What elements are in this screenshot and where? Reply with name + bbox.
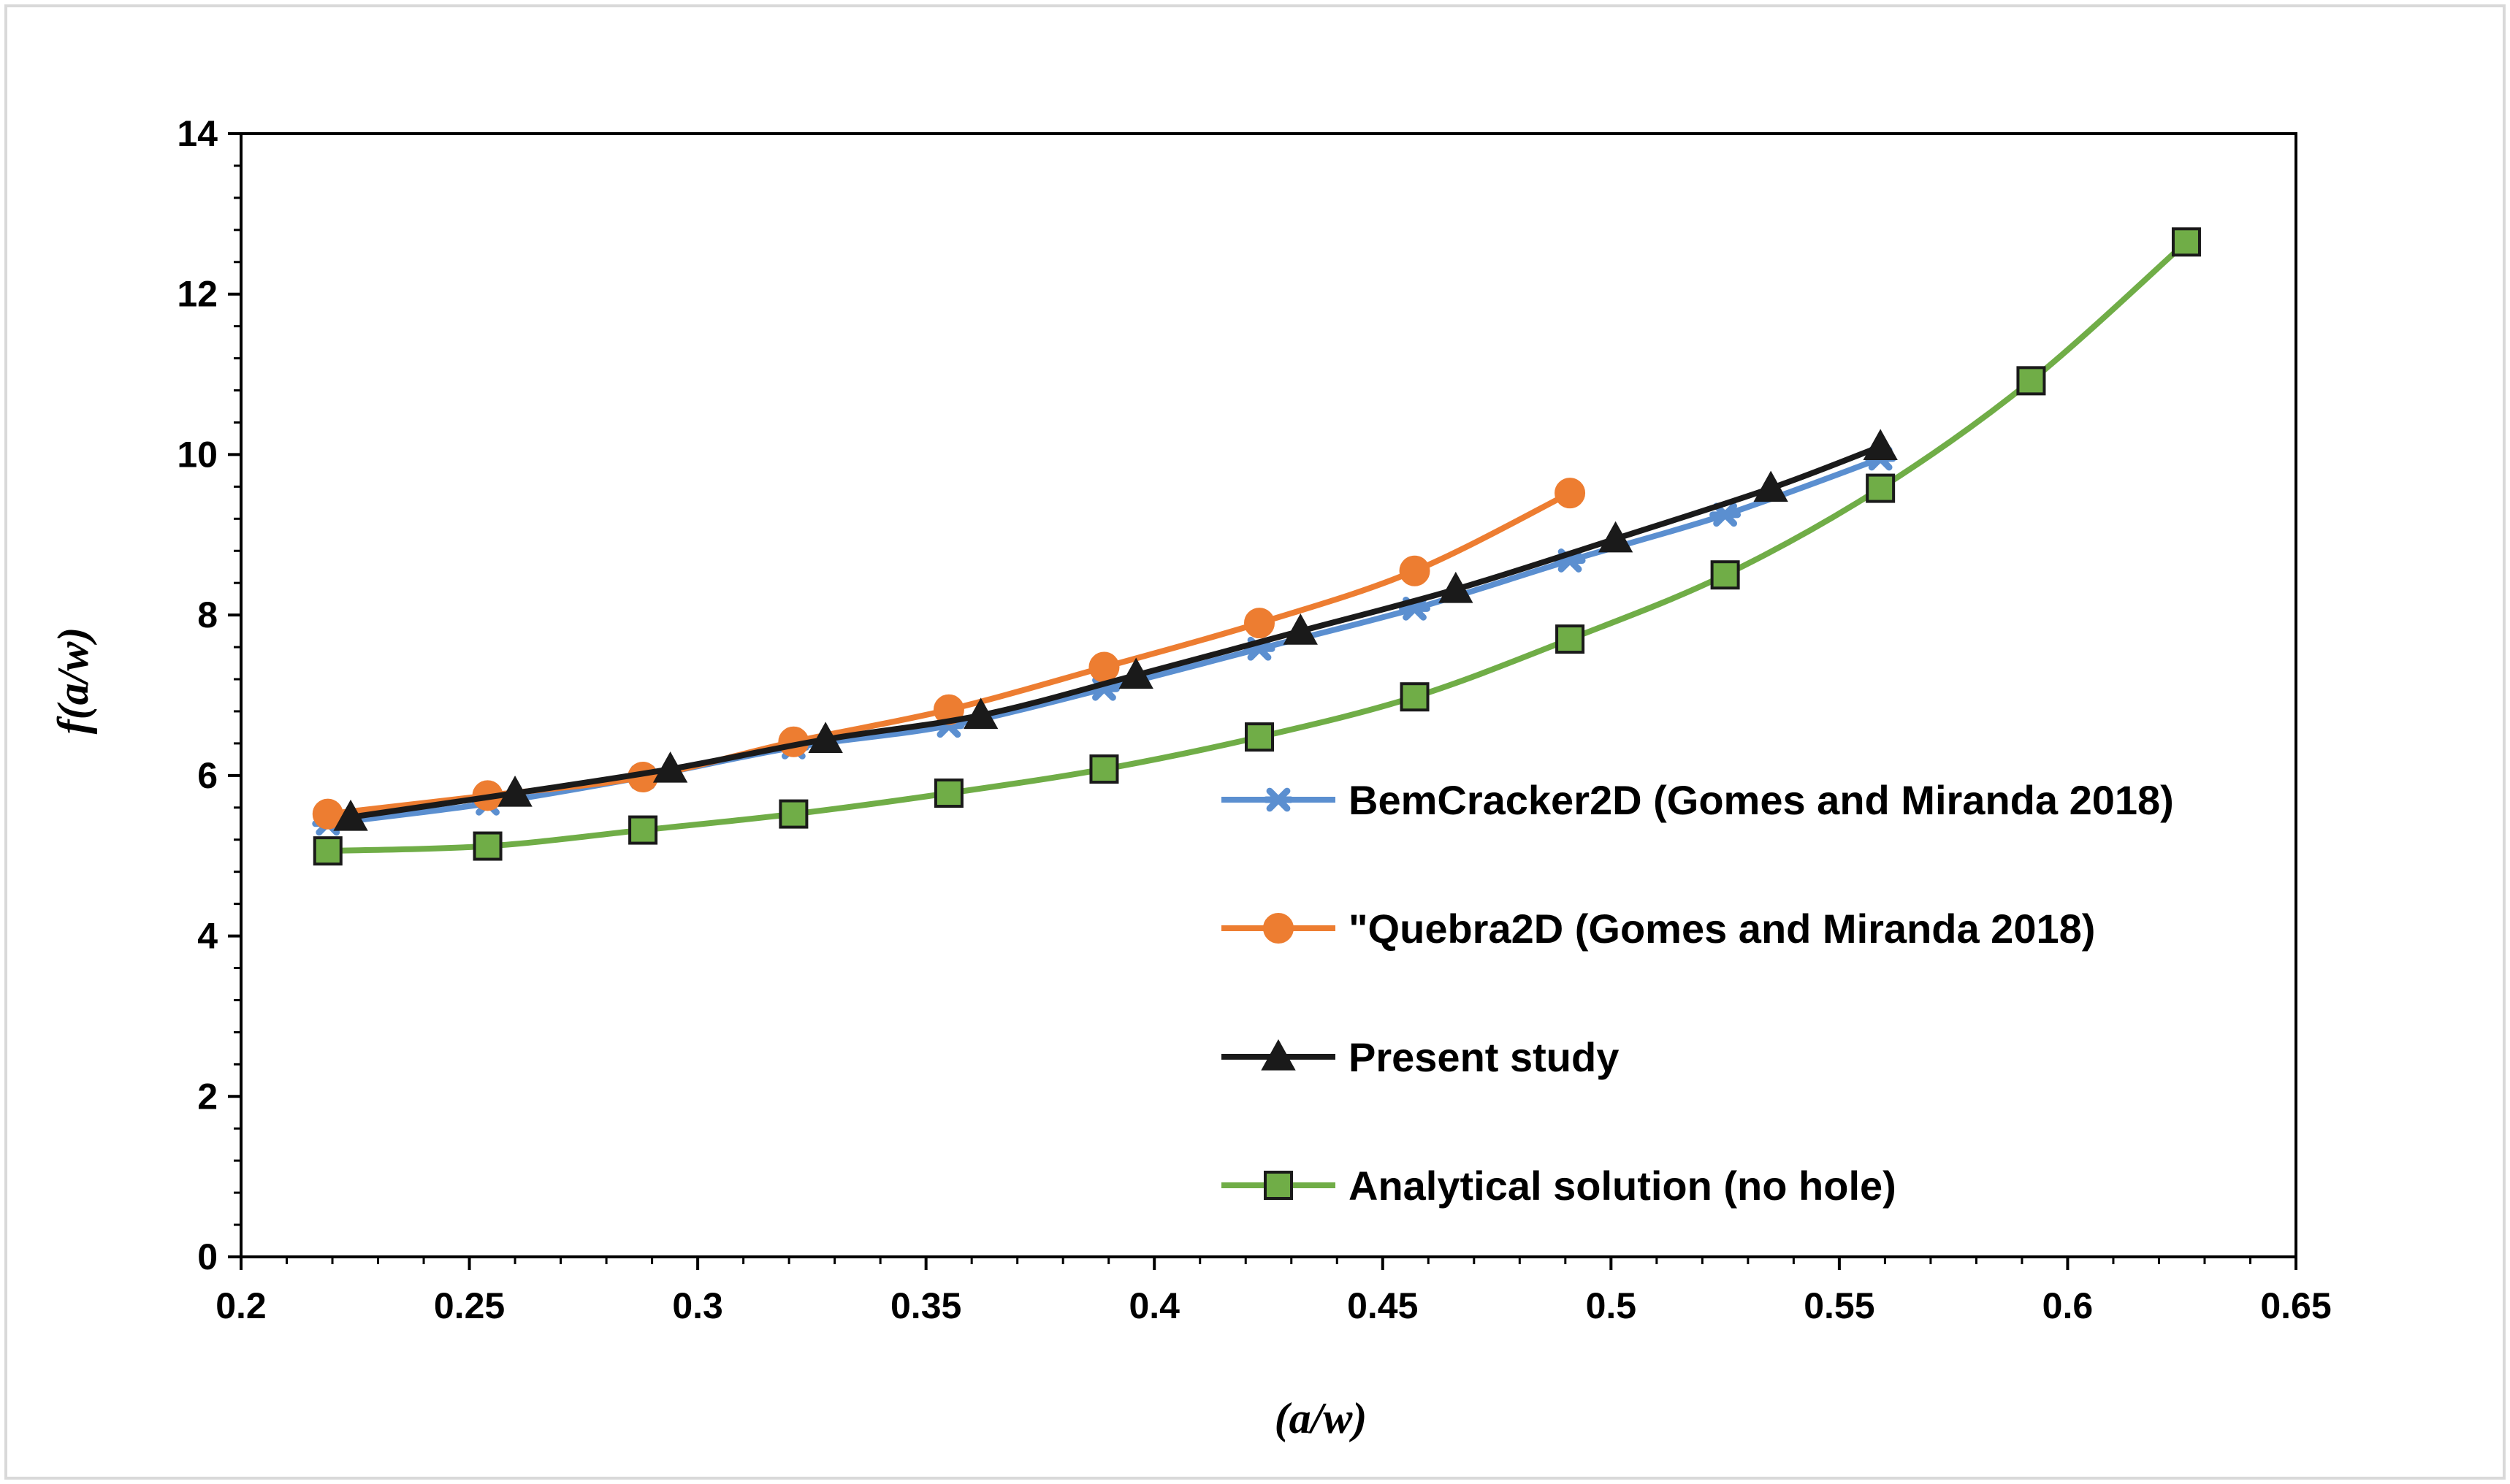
x-tick-label: 0.35	[890, 1285, 961, 1326]
series-2	[333, 429, 1898, 831]
legend: BemCracker2D (Gomes and Miranda 2018) "Qu…	[1221, 777, 2174, 1209]
x-tick-label: 0.25	[434, 1285, 505, 1326]
legend-label: BemCracker2D (Gomes and Miranda 2018)	[1349, 777, 2174, 823]
legend-entry-0: BemCracker2D (Gomes and Miranda 2018)	[1221, 777, 2174, 823]
data-point	[779, 799, 809, 829]
data-point	[1555, 624, 1585, 654]
data-point	[473, 831, 503, 861]
x-tick-label: 0.2	[215, 1285, 267, 1326]
data-point	[1438, 571, 1473, 603]
data-point	[1243, 608, 1275, 639]
data-point	[1088, 651, 1120, 683]
x-tick-label: 0.5	[1586, 1285, 1637, 1326]
data-point	[1598, 521, 1633, 553]
data-point	[333, 799, 368, 831]
y-tick-label: 0	[197, 1236, 218, 1277]
legend-label: "Quebra2D (Gomes and Miranda 2018)	[1349, 906, 2095, 952]
x-tick-label: 0.65	[2260, 1285, 2331, 1326]
data-point	[652, 751, 688, 783]
y-tick-label: 12	[177, 274, 218, 315]
legend-marker	[1262, 787, 1294, 812]
data-point	[1399, 555, 1430, 586]
data-point	[1244, 722, 1274, 752]
data-point	[1710, 560, 1740, 590]
data-point	[1863, 429, 1898, 461]
data-point	[1555, 478, 1586, 509]
x-tick-label: 0.6	[2042, 1285, 2094, 1326]
data-point	[1118, 657, 1153, 689]
x-axis-title: (a/w)	[1275, 1394, 1367, 1442]
data-point	[808, 722, 843, 754]
data-point	[628, 815, 658, 845]
x-tick-label: 0.45	[1347, 1285, 1418, 1326]
data-point	[1400, 682, 1430, 712]
series-3	[313, 227, 2201, 866]
data-point	[313, 836, 343, 866]
x-tick-label: 0.3	[672, 1285, 723, 1326]
legend-label: Analytical solution (no hole)	[1349, 1163, 1896, 1209]
legend-marker	[1264, 1171, 1293, 1200]
data-point	[2016, 366, 2046, 396]
x-tick-label: 0.55	[1804, 1285, 1874, 1326]
data-point	[1283, 613, 1318, 645]
data-point	[1866, 473, 1896, 503]
legend-entry-2: Present study	[1221, 1034, 1619, 1080]
y-tick-label: 14	[177, 113, 218, 154]
series-layer	[312, 227, 2201, 866]
legend-entry-1: "Quebra2D (Gomes and Miranda 2018)	[1221, 906, 2095, 952]
x-tick-label: 0.4	[1129, 1285, 1180, 1326]
y-tick-label: 4	[197, 916, 218, 957]
y-tick-label: 6	[197, 755, 218, 796]
legend-marker	[1261, 1039, 1296, 1071]
y-tick-label: 8	[197, 594, 218, 635]
y-tick-label: 10	[177, 434, 218, 475]
legend-label: Present study	[1349, 1034, 1619, 1080]
data-point	[312, 798, 343, 830]
plot-area-frame	[240, 132, 2297, 1258]
legend-marker	[1263, 913, 1294, 944]
axis-ticks: 0 2 4 6 8 10 12 14 0.2 0.25 0.3 0.35 0.4 0.45 0.5 0.55 0…	[177, 113, 2331, 1326]
data-point	[934, 779, 964, 808]
data-point	[1089, 754, 1119, 784]
data-point	[1753, 470, 1788, 502]
data-point	[1709, 502, 1742, 527]
data-point	[497, 775, 533, 807]
legend-entry-3: Analytical solution (no hole)	[1221, 1163, 1896, 1209]
y-axis-title: f(a/w)	[49, 627, 97, 735]
y-tick-label: 2	[197, 1076, 218, 1117]
data-point	[963, 697, 999, 730]
data-point	[2171, 227, 2201, 257]
